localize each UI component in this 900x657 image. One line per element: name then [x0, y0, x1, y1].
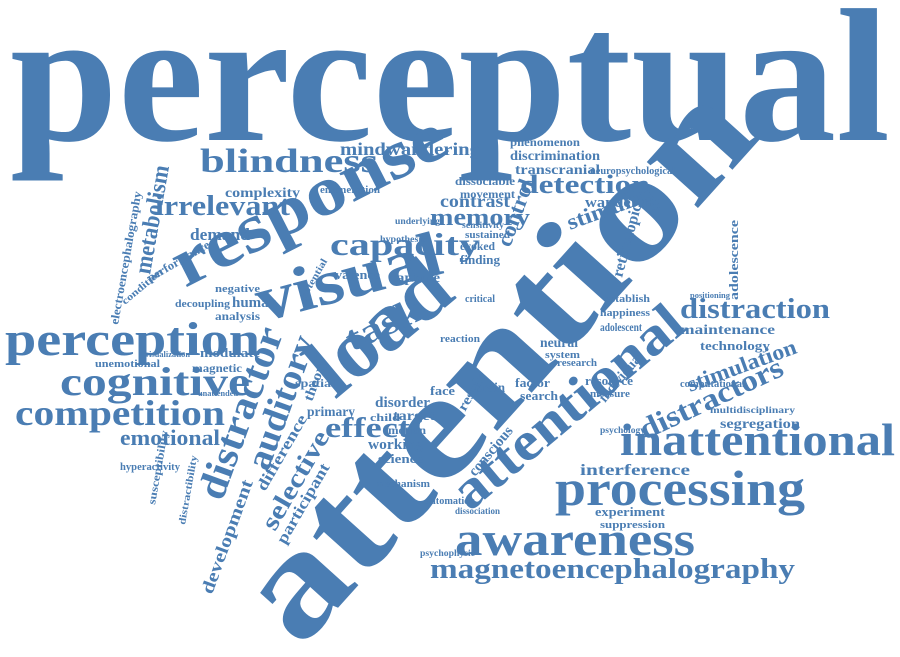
word: irrelevant — [155, 191, 291, 222]
word: unattended — [198, 389, 239, 398]
word: emotional — [120, 425, 220, 450]
word: perceptual — [10, 0, 890, 182]
word: working — [368, 437, 424, 453]
word: phenomenon — [510, 135, 580, 149]
word: system — [545, 349, 580, 361]
word: brain — [475, 381, 505, 396]
word: valence — [335, 267, 380, 282]
word: evoked — [460, 239, 495, 253]
word: demand — [190, 225, 251, 244]
word: measure — [590, 388, 630, 400]
word: mechanism — [375, 478, 430, 490]
word: mindwandering — [340, 139, 480, 159]
word: experiment — [595, 504, 666, 519]
word: negative — [215, 283, 260, 295]
word: positioning — [690, 291, 730, 300]
word: sustained — [465, 230, 510, 241]
word: unemotional — [95, 358, 160, 370]
word: underlying — [395, 216, 441, 226]
word: adolescent — [600, 320, 642, 334]
word: neuropsychological — [590, 166, 675, 177]
word: capacity — [330, 226, 480, 262]
word: perception — [5, 313, 260, 366]
word: capture — [390, 271, 440, 286]
word: hypothesis — [380, 234, 426, 244]
word: dissociation — [455, 506, 500, 516]
word: analysis — [215, 309, 260, 323]
word: multidisciplinary — [710, 405, 796, 415]
word: sensitivity — [462, 220, 505, 230]
word: automation — [425, 496, 475, 507]
word: enumeration — [320, 184, 380, 196]
word: magnetic — [192, 361, 243, 375]
word: segregation — [720, 417, 800, 432]
word: blindness — [200, 143, 378, 180]
word: wandering — [585, 195, 661, 211]
word: discrimination — [510, 149, 600, 164]
word: child — [370, 412, 400, 424]
word: contrast — [440, 191, 510, 211]
word: awareness — [455, 513, 695, 566]
word: disorder — [375, 395, 430, 411]
word: factor — [515, 375, 550, 390]
word: establish — [605, 294, 651, 305]
word: distraction — [680, 294, 830, 325]
word: decoupling — [175, 298, 231, 310]
word: primary — [307, 405, 355, 420]
word: motion — [388, 423, 426, 437]
word: face — [430, 383, 455, 398]
word: visualization — [145, 350, 191, 359]
word: resource — [585, 373, 633, 388]
word: science — [378, 451, 423, 466]
word: inattentional — [620, 415, 895, 465]
word: psychophysic — [420, 548, 475, 558]
word: research — [557, 357, 597, 369]
word: cognitive — [60, 359, 250, 404]
word: neural — [540, 336, 578, 351]
word: critical — [465, 294, 495, 305]
word: finding — [460, 252, 500, 267]
word: dissociable — [455, 174, 516, 188]
word: movement — [460, 187, 515, 201]
word: spatial — [295, 376, 336, 390]
word: psychology — [600, 425, 646, 435]
word: maintenance — [680, 323, 775, 338]
word: detection — [520, 170, 651, 199]
word: competition — [15, 393, 225, 433]
word: modulate — [200, 345, 260, 360]
word: effect — [325, 413, 411, 444]
word: computational — [680, 378, 745, 390]
word: suppression — [600, 519, 665, 531]
word: adolescence — [726, 220, 741, 300]
word: magnetoencephalography — [430, 554, 795, 585]
word: processing — [555, 460, 805, 516]
word: technology — [700, 338, 771, 353]
word: human — [232, 295, 278, 311]
word: interference — [580, 462, 690, 479]
word: hyperactivity — [120, 462, 180, 473]
word: target — [393, 409, 435, 424]
word: complexity — [225, 186, 300, 201]
word: search — [520, 388, 559, 403]
word: reaction — [440, 333, 480, 345]
word: memory — [430, 205, 530, 231]
word: transcranial — [515, 163, 600, 178]
word: happiness — [600, 307, 651, 319]
